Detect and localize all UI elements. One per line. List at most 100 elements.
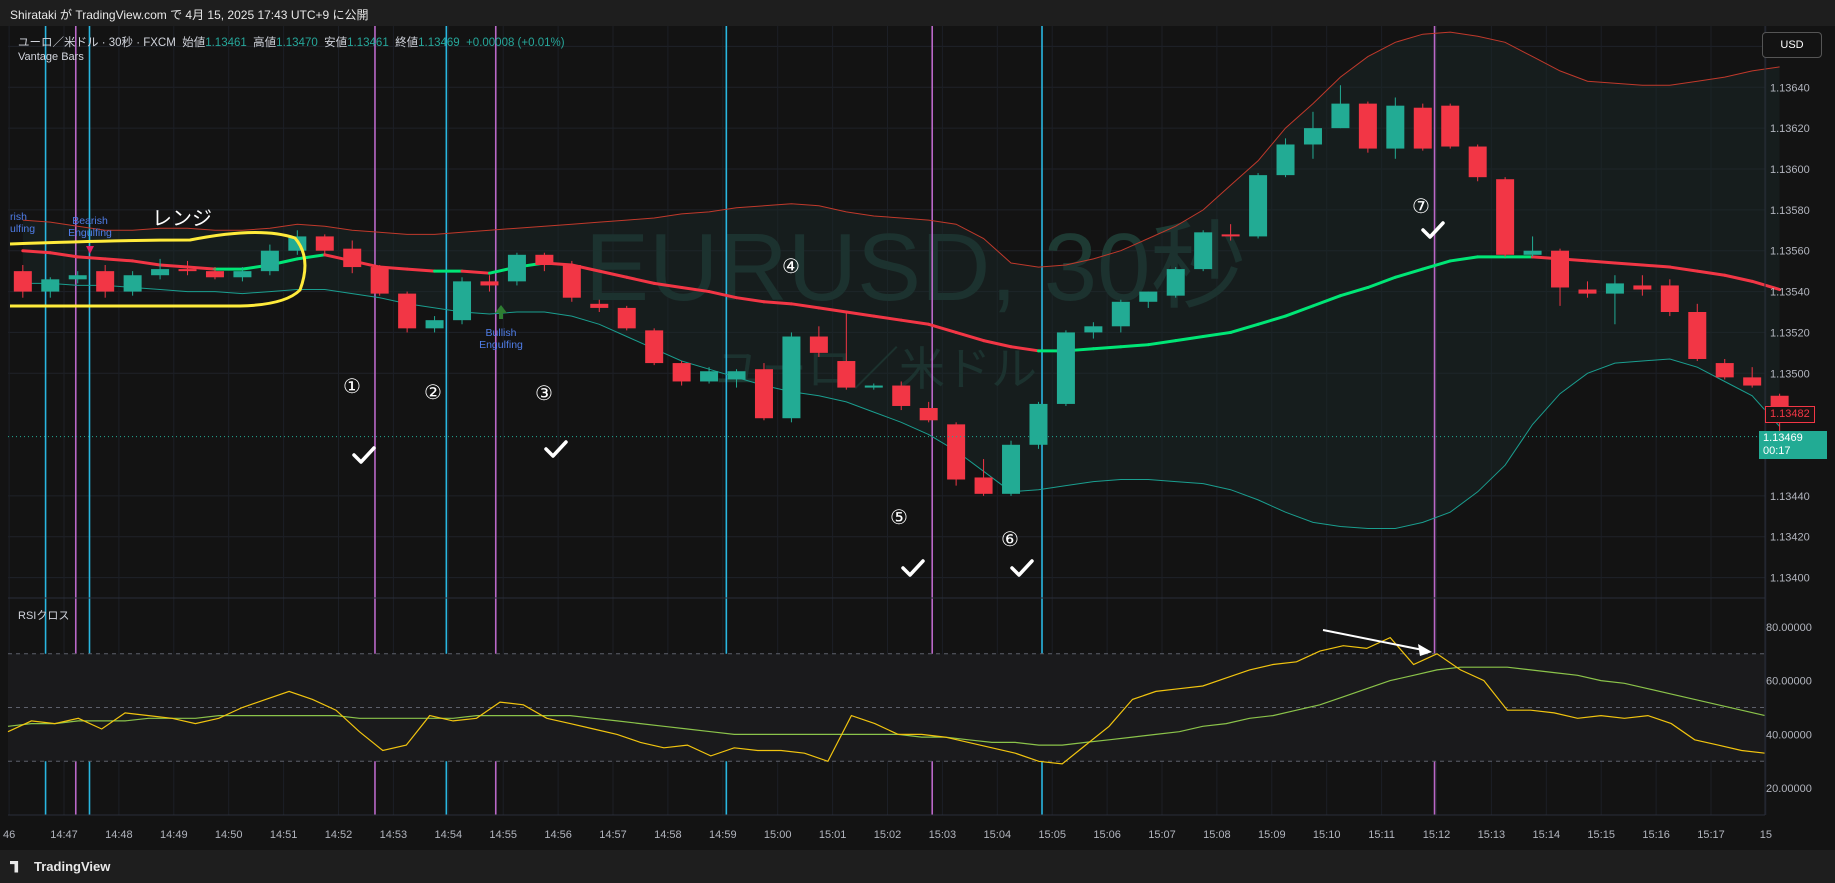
ma-segment [1421,259,1452,271]
candle-body [809,336,828,353]
candle-body [178,269,197,272]
ma-segment [21,249,52,255]
candle-body [1276,144,1295,176]
ma-segment [1695,269,1727,277]
time-tick-label: 15:15 [1587,829,1615,841]
time-tick-label: 15:04 [984,829,1012,841]
close-value: 1.13469 [418,37,460,49]
time-tick-label: 15:05 [1038,829,1066,841]
time-tick-label: 14:54 [435,829,463,841]
candle-body [837,361,856,388]
last-price-badge: 1.13469 00:17 [1759,431,1827,459]
ma-segment [186,265,217,271]
rsi-indicator-label[interactable]: RSIクロス [18,610,70,622]
countdown-value: 00:17 [1763,445,1791,457]
candle-body [1249,175,1268,237]
candle-body [68,275,87,280]
candle-body [1633,285,1652,290]
ma-segment [1448,255,1480,263]
ma-segment [762,300,793,306]
ma-segment [1750,279,1782,292]
indicator-label[interactable]: Vantage Bars [18,51,84,63]
ma-segment [48,251,80,259]
change-value: +0.00008 (+0.01%) [466,37,565,49]
candle-body [1605,283,1624,294]
time-tick-label: 15:07 [1148,829,1176,841]
time-tick-label: 15:14 [1533,829,1561,841]
ma-segment [872,314,903,322]
price-tick-label: 1.13640 [1770,82,1810,94]
symbol-legend: ユーロ／米ドル · 30秒 · FXCM 始値1.13461 高値1.13470… [18,34,565,50]
ma-segment [1256,314,1288,326]
candle-body [370,267,389,294]
close-label: 終値 [395,37,419,49]
ma-segment [1613,261,1644,267]
candle-body [398,293,417,329]
price-tick-label: 1.13600 [1770,164,1810,176]
tv-logo-icon [10,860,19,873]
time-tick-label: 15:12 [1423,829,1451,841]
price-tick-label: 1.13520 [1770,327,1810,339]
currency-button[interactable]: USD [1762,32,1822,58]
ma-segment [1640,263,1672,269]
candle-body [1386,105,1405,149]
time-tick-label: 15 [1760,829,1772,841]
candle-body [1166,269,1185,296]
candle-body [1002,444,1021,494]
ma-segment [927,322,958,334]
ma-segment [789,302,821,310]
candle-body [453,281,472,321]
marker-label: ④ [782,254,800,278]
time-tick-label: 14:48 [105,829,133,841]
rsi-tick-label: 20.00000 [1766,783,1812,795]
time-tick-label: 14:47 [50,829,78,841]
candle-body [1743,377,1762,386]
pattern-label: rish [10,211,27,223]
candle-body [782,336,801,419]
ma-segment [982,339,1013,349]
check-icon [1010,559,1034,577]
prior-close-badge: 1.13482 [1765,406,1815,423]
bearish-arrow-icon [86,246,94,254]
marker-label: ⑤ [890,505,908,529]
candle-body [1111,301,1130,327]
time-tick-label: 15:13 [1478,829,1506,841]
price-tick-label: 1.13440 [1770,491,1810,503]
candle-body [864,385,883,388]
rsi-line [7,636,1766,765]
candle-body [974,477,993,494]
candle-body [1578,289,1597,294]
prior-close-value: 1.13482 [1770,408,1810,420]
price-tick-label: 1.13540 [1770,287,1810,299]
ma-segment [1585,259,1617,265]
ma-segment [158,263,190,269]
band-fill [22,32,1780,529]
candle-body [590,303,609,308]
ma-segment [625,275,656,285]
candle-body [754,369,773,419]
marker-label: ② [424,380,442,404]
range-label: レンジ [152,206,212,230]
price-tick-label: 1.13620 [1770,123,1810,135]
candle-body [617,307,636,329]
pattern-label: Engulfing [68,227,112,239]
candle-body [562,265,581,298]
candle-body [892,385,911,406]
ma-segment [817,306,848,314]
candle-body [123,275,142,292]
ma-segment [131,259,162,267]
low-value: 1.13461 [347,37,389,49]
candle-body [507,254,526,282]
ma-segment [1009,345,1040,353]
ma-segment [899,318,931,326]
tradingview-logo[interactable]: TradingView [10,859,110,874]
moving-average-line [21,249,1782,353]
price-chart[interactable]: EURUSD, 30秒 ユーロ／米ドル 1.136601.136401.1362… [0,0,1835,850]
candle-body [343,248,362,268]
rsi-tick-label: 40.00000 [1766,729,1812,741]
ma-segment [1146,339,1178,347]
check-icon [544,440,568,458]
open-label: 始値 [182,37,206,49]
time-tick-label: 15:00 [764,829,792,841]
candle-body [151,269,170,276]
